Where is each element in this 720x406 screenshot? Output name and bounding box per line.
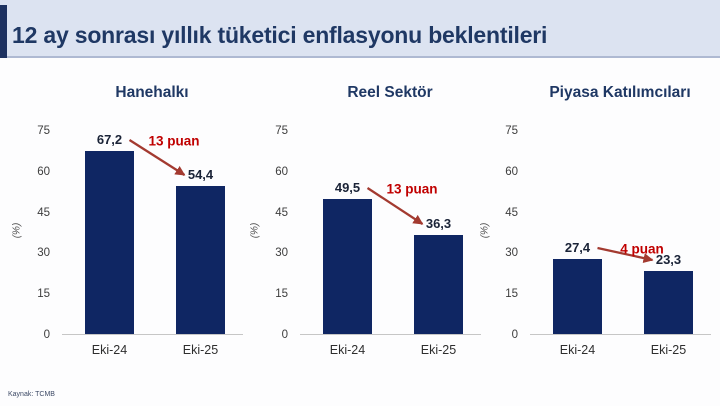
change-annotation: 4 puan <box>620 241 664 257</box>
page-title: 12 ay sonrası yıllık tüketici enflasyonu… <box>12 22 548 48</box>
bar-eki-24 <box>323 199 372 334</box>
bar-eki-25 <box>176 186 225 334</box>
x-axis-labels: Eki-24 Eki-25 <box>62 343 243 363</box>
bar-eki-25 <box>644 271 693 334</box>
y-axis: 75 60 45 30 15 0 <box>8 80 50 380</box>
y-tick-label: 75 <box>505 125 518 137</box>
chart-title: Hanehalkı <box>115 84 189 101</box>
y-tick-label: 45 <box>275 206 288 219</box>
decrease-arrow-icon <box>597 246 654 263</box>
y-axis: 75 60 45 30 15 0 <box>246 80 288 380</box>
y-tick-label: 45 <box>505 206 518 219</box>
y-tick-label: 15 <box>275 288 288 301</box>
x-category-label: Eki-24 <box>559 343 596 357</box>
chart-title: Reel Sektör <box>347 84 433 101</box>
x-category-label: Eki-25 <box>650 343 687 357</box>
decrease-arrow-icon <box>128 139 186 176</box>
y-tick-label: 75 <box>37 125 50 137</box>
bar-value-label: 49,5 <box>334 180 361 195</box>
plot-area: 4 puan 27,4 23,3 <box>530 131 711 335</box>
y-tick-label: 75 <box>275 125 288 137</box>
chart-panel-hanehalki: Hanehalkı (%) 75 60 45 30 15 0 13 puan 67,2 54… <box>8 80 248 380</box>
x-category-label: Eki-24 <box>91 343 128 357</box>
y-tick-label: 0 <box>511 329 518 341</box>
decrease-arrow-icon <box>366 187 424 225</box>
y-tick-label: 15 <box>505 288 518 301</box>
plot-area: 13 puan 67,2 54,4 <box>62 131 243 335</box>
y-tick-label: 30 <box>37 247 50 260</box>
change-annotation: 13 puan <box>148 133 200 149</box>
x-axis-labels: Eki-24 Eki-25 <box>300 343 481 363</box>
chart-panel-reel-sektor: Reel Sektör (%) 75 60 45 30 15 0 13 puan 49,5… <box>246 80 486 380</box>
bar-value-label: 23,3 <box>655 252 682 267</box>
y-tick-label: 60 <box>275 165 288 178</box>
y-tick-label: 30 <box>505 247 518 260</box>
bar-value-label: 67,2 <box>96 132 123 147</box>
bar-eki-25 <box>414 235 463 334</box>
y-tick-label: 60 <box>505 165 518 178</box>
bar-eki-24 <box>85 151 134 334</box>
chart-title: Piyasa Katılımcıları <box>549 84 691 101</box>
plot-area: 13 puan 49,5 36,3 <box>300 131 481 335</box>
title-bar: 12 ay sonrası yıllık tüketici enflasyonu… <box>0 0 720 58</box>
bar-value-label: 36,3 <box>425 216 452 231</box>
x-axis-labels: Eki-24 Eki-25 <box>530 343 711 363</box>
title-accent-bar <box>0 5 7 58</box>
y-tick-label: 0 <box>281 329 288 341</box>
bar-eki-24 <box>553 259 602 334</box>
y-tick-label: 30 <box>275 247 288 260</box>
y-tick-label: 45 <box>37 206 50 219</box>
y-tick-label: 60 <box>37 165 50 178</box>
chart-panel-piyasa-katilimcilari: Piyasa Katılımcıları (%) 75 60 45 30 15 0 4 p… <box>476 80 716 380</box>
bar-value-label: 54,4 <box>187 167 214 182</box>
y-tick-label: 0 <box>43 329 50 341</box>
change-annotation: 13 puan <box>386 181 438 197</box>
x-category-label: Eki-24 <box>329 343 366 357</box>
x-category-label: Eki-25 <box>182 343 219 357</box>
bar-value-label: 27,4 <box>564 240 591 255</box>
source-note: Kaynak: TCMB <box>8 391 55 398</box>
y-tick-label: 15 <box>37 288 50 301</box>
x-category-label: Eki-25 <box>420 343 457 357</box>
y-axis: 75 60 45 30 15 0 <box>476 80 518 380</box>
